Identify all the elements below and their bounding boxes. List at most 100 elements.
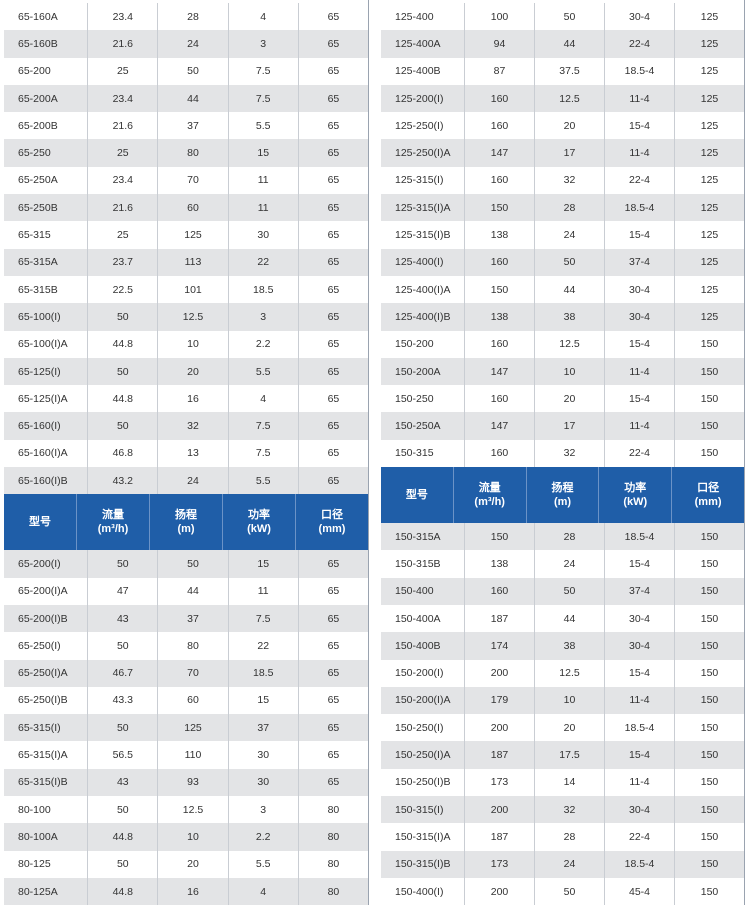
cell-head: 50: [158, 57, 229, 85]
table-row: 150-400B 174 38 30-4 150: [381, 632, 744, 660]
cell-diameter: 150: [700, 420, 719, 433]
cell-diameter: 150: [700, 749, 719, 762]
cell-head: 28: [535, 194, 605, 222]
cell-model: 125-200(I): [381, 84, 465, 113]
cell-head: 20: [535, 385, 605, 413]
cell-diameter: 65: [327, 776, 340, 789]
table-row: 65-315A 23.7 113 22 65: [4, 248, 368, 276]
cell-model: 65-200A: [4, 84, 89, 113]
cell-flow: 50: [88, 550, 159, 578]
cell-power: 37: [229, 714, 299, 742]
cell-model: 80-125: [4, 850, 89, 878]
cell-diameter: 150: [700, 776, 719, 789]
cell-power: 30: [229, 768, 299, 797]
cell-diameter: 150: [700, 338, 719, 351]
table-row: 80-125 50 20 5.5 80: [4, 850, 368, 878]
cell-power: 5.5: [229, 850, 299, 878]
cell-model: 125-315(I)B: [381, 221, 465, 249]
cell-power: 15: [229, 550, 299, 578]
table-row: 65-160(I)B 43.2 24 5.5 65: [4, 467, 368, 495]
header-head: 扬程 (m): [527, 467, 600, 524]
cell-model: 65-200(I): [4, 550, 89, 578]
table-row: 65-200 25 50 7.5 65: [4, 57, 368, 85]
cell-flow: 160: [465, 166, 535, 195]
cell-model: 150-315: [381, 439, 465, 468]
cell-model: 80-100: [4, 796, 89, 824]
cell-flow: 22.5: [88, 275, 159, 304]
header-power: 功率 (kW): [223, 494, 296, 551]
table-row: 150-315 160 32 22-4 150: [381, 439, 744, 468]
table-row: 150-400 160 50 37-4 150: [381, 577, 744, 605]
cell-flow: 138: [465, 221, 535, 249]
cell-flow: 94: [465, 30, 535, 58]
cell-flow: 138: [465, 550, 535, 578]
cell-flow: 50: [88, 850, 159, 878]
cell-diameter: 65: [327, 310, 340, 323]
cell-model: 80-100A: [4, 823, 89, 851]
cell-flow: 23.4: [88, 3, 159, 31]
cell-model: 150-400(I): [381, 877, 465, 906]
cell-diameter: 80: [327, 803, 340, 816]
cell-head: 44: [158, 84, 229, 113]
cell-head: 38: [535, 303, 605, 331]
cell-head: 44: [535, 30, 605, 58]
cell-power: 11-4: [605, 357, 675, 386]
cell-diameter: 65: [327, 338, 340, 351]
cell-head: 80: [158, 632, 229, 660]
cell-model: 65-200: [4, 57, 89, 85]
cell-diameter: 65: [327, 365, 340, 378]
cell-flow: 44.8: [88, 877, 159, 906]
cell-head: 28: [535, 823, 605, 851]
cell-model: 65-125(I): [4, 357, 89, 386]
cell-model: 65-100(I)A: [4, 330, 89, 358]
table-row: 65-250(I) 50 80 22 65: [4, 632, 368, 660]
cell-diameter: 150: [700, 612, 719, 625]
cell-power: 22-4: [605, 823, 675, 851]
cell-diameter: 125: [700, 201, 719, 214]
cell-flow: 21.6: [88, 30, 159, 58]
table-row: 65-160(I)A 46.8 13 7.5 65: [4, 439, 368, 468]
cell-flow: 160: [465, 84, 535, 113]
cell-diameter: 125: [700, 37, 719, 50]
cell-head: 70: [158, 166, 229, 195]
cell-head: 20: [535, 112, 605, 140]
cell-head: 17: [535, 412, 605, 440]
cell-power: 5.5: [229, 357, 299, 386]
cell-power: 4: [229, 385, 299, 413]
table-row: 150-200A 147 10 11-4 150: [381, 357, 744, 386]
table-row: 80-125A 44.8 16 4 80: [4, 877, 368, 906]
header-flow: 流量 (m³/h): [454, 467, 527, 524]
cell-power: 22-4: [605, 30, 675, 58]
cell-model: 65-315(I): [4, 714, 89, 742]
cell-diameter: 65: [327, 65, 340, 78]
cell-head: 32: [535, 166, 605, 195]
cell-flow: 46.7: [88, 659, 159, 687]
cell-power: 30-4: [605, 275, 675, 304]
table-row: 65-200B 21.6 37 5.5 65: [4, 112, 368, 140]
cell-head: 12.5: [535, 330, 605, 358]
cell-flow: 43.3: [88, 686, 159, 715]
cell-power: 30-4: [605, 632, 675, 660]
cell-model: 150-200(I): [381, 659, 465, 687]
header-model: 型号: [381, 467, 454, 524]
table-row: 65-100(I) 50 12.5 3 65: [4, 303, 368, 331]
cell-model: 65-160B: [4, 30, 89, 58]
cell-power: 22: [229, 632, 299, 660]
cell-power: 15-4: [605, 385, 675, 413]
table-row: 65-200(I) 50 50 15 65: [4, 550, 368, 578]
cell-power: 11-4: [605, 412, 675, 440]
cell-model: 150-315(I): [381, 796, 465, 824]
cell-head: 93: [158, 768, 229, 797]
cell-flow: 23.4: [88, 166, 159, 195]
table-row: 65-315 25 125 30 65: [4, 221, 368, 249]
cell-flow: 25: [88, 139, 159, 167]
cell-flow: 25: [88, 57, 159, 85]
table-row: 65-125(I)A 44.8 16 4 65: [4, 385, 368, 413]
cell-head: 37: [158, 604, 229, 633]
cell-power: 22-4: [605, 439, 675, 468]
cell-head: 50: [158, 550, 229, 578]
cell-flow: 187: [465, 823, 535, 851]
table-row: 65-250 25 80 15 65: [4, 139, 368, 167]
right-bottom-rows: 150-315A 150 28 18.5-4 150 150-315B 138 24 15-4 1…: [381, 523, 744, 906]
table-row: 65-200(I)A 47 44 11 65: [4, 577, 368, 605]
